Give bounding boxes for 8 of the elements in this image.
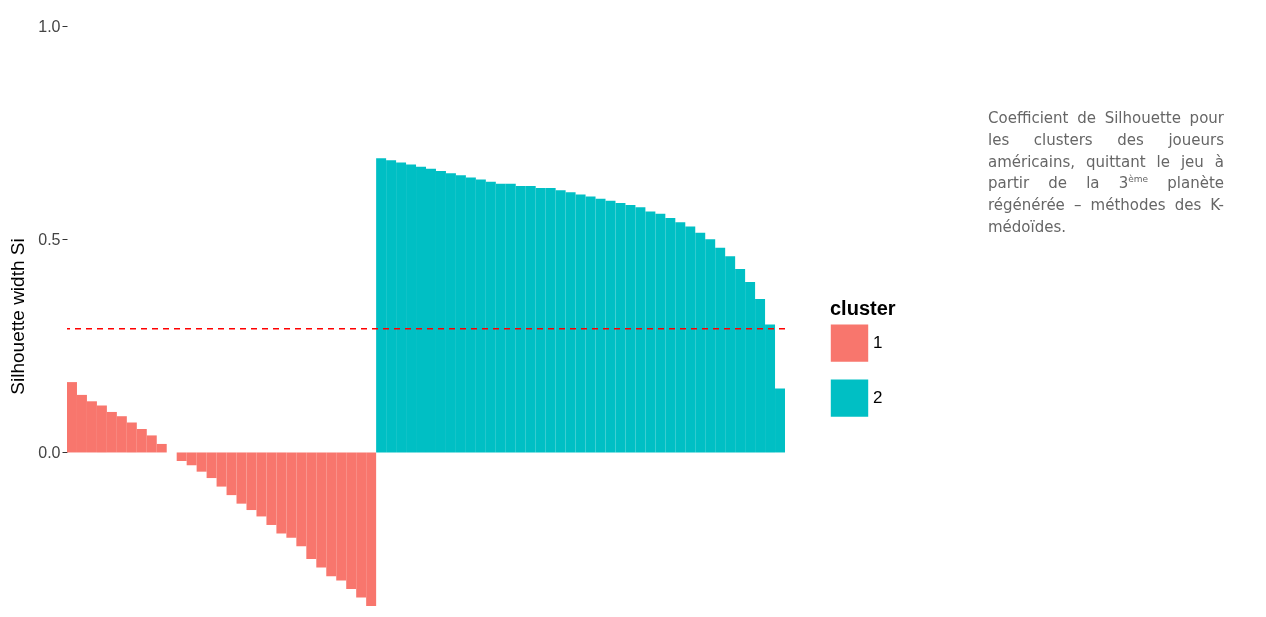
y-tick-label: 1.0 <box>38 17 61 35</box>
y-axis-title: Silhouette width Si <box>7 238 29 395</box>
legend-label: 1 <box>873 333 883 353</box>
legend-label: 2 <box>873 388 883 408</box>
text: Coefficient de Silhouette pour les clusters des joueurs américains, quittant le jeu à partir de la 3$^{ème}$ planète régénérée – méthodes des K-médoïdes. <box>988 109 1224 236</box>
y-tick-label: 0.0 <box>38 443 61 461</box>
y-tick-label: 0.5 <box>38 230 61 248</box>
legend-title: cluster <box>830 296 896 319</box>
